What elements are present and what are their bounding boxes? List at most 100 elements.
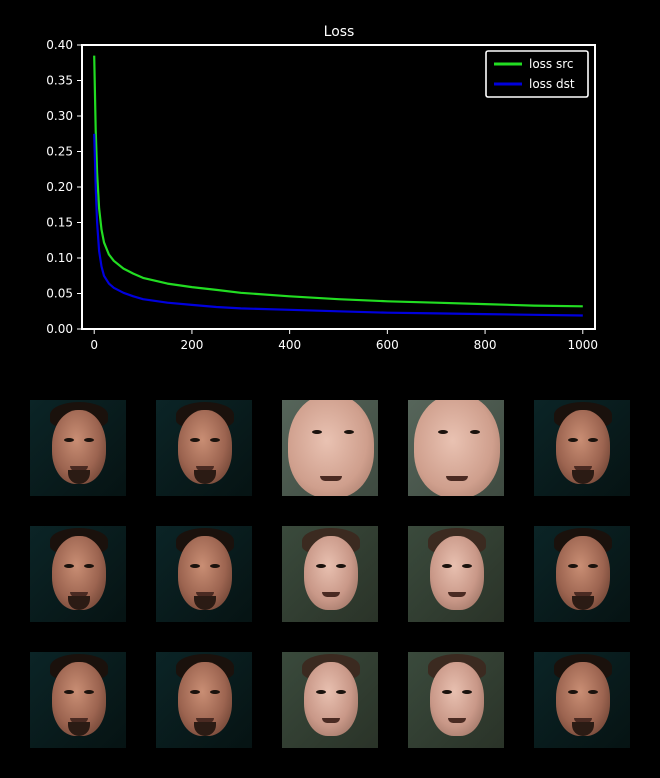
- x-tick-label: 600: [376, 338, 399, 352]
- face-part-head: [304, 536, 358, 610]
- x-tick-label: 1000: [568, 338, 599, 352]
- y-tick-label: 0.00: [46, 322, 73, 336]
- face-part-eye-r: [588, 690, 598, 694]
- preview-face-image: [282, 400, 378, 496]
- face-part-head: [430, 536, 484, 610]
- face-part-beard: [194, 596, 216, 610]
- legend-label-2: loss dst: [529, 77, 575, 91]
- face-part-beard: [194, 470, 216, 484]
- face-part-eye-r: [470, 430, 480, 434]
- y-tick-label: 0.05: [46, 287, 73, 301]
- preview-face-image: [534, 526, 630, 622]
- face-part-eye-l: [64, 438, 74, 442]
- face-part-mouth: [322, 592, 340, 597]
- face-part-eye-l: [64, 690, 74, 694]
- face-part-mouth: [320, 476, 342, 481]
- face-part-mouth: [196, 466, 214, 471]
- preview-face-image: [282, 652, 378, 748]
- preview-face-image: [534, 400, 630, 496]
- preview-face-image: [282, 526, 378, 622]
- preview-face-image: [408, 526, 504, 622]
- preview-face-image: [534, 652, 630, 748]
- y-tick-label: 0.25: [46, 145, 73, 159]
- y-tick-label: 0.20: [46, 180, 73, 194]
- face-part-beard: [572, 722, 594, 736]
- face-part-eye-l: [442, 564, 452, 568]
- face-part-eye-l: [568, 438, 578, 442]
- y-tick-label: 0.35: [46, 74, 73, 88]
- face-part-head: [414, 400, 500, 496]
- face-part-mouth: [574, 718, 592, 723]
- face-part-eye-l: [64, 564, 74, 568]
- y-tick-label: 0.15: [46, 216, 73, 230]
- face-part-mouth: [574, 592, 592, 597]
- face-part-eye-l: [190, 438, 200, 442]
- face-part-mouth: [574, 466, 592, 471]
- preview-face-image: [30, 400, 126, 496]
- face-part-mouth: [448, 592, 466, 597]
- face-part-eye-l: [568, 690, 578, 694]
- chart-title: Loss: [324, 24, 355, 40]
- face-part-head: [430, 662, 484, 736]
- face-part-eye-r: [210, 564, 220, 568]
- face-part-eye-r: [210, 690, 220, 694]
- face-part-eye-r: [588, 564, 598, 568]
- face-part-mouth: [70, 718, 88, 723]
- x-tick-label: 200: [180, 338, 203, 352]
- face-part-beard: [68, 470, 90, 484]
- loss-chart: Loss 0 200 400 600 800 1000 0.00 0.05 0.10 0.15 0.…: [46, 24, 598, 352]
- face-part-eye-l: [312, 430, 322, 434]
- preview-face-image: [156, 526, 252, 622]
- face-part-head: [304, 662, 358, 736]
- face-part-mouth: [196, 718, 214, 723]
- x-tick-label: 400: [278, 338, 301, 352]
- face-part-eye-l: [316, 564, 326, 568]
- y-tick-label: 0.30: [46, 109, 73, 123]
- face-part-eye-r: [344, 430, 354, 434]
- legend: loss src loss dst: [485, 50, 589, 98]
- face-part-eye-l: [316, 690, 326, 694]
- face-part-eye-r: [84, 438, 94, 442]
- face-part-eye-l: [438, 430, 448, 434]
- face-part-beard: [68, 596, 90, 610]
- x-tick-label: 800: [474, 338, 497, 352]
- legend-label-1: loss src: [529, 57, 574, 71]
- x-tick-label: 0: [90, 338, 98, 352]
- plot-area: [93, 55, 583, 317]
- face-part-mouth: [70, 592, 88, 597]
- series-line-2: [93, 133, 583, 317]
- preview-face-image: [408, 400, 504, 496]
- face-part-beard: [68, 722, 90, 736]
- face-part-mouth: [70, 466, 88, 471]
- preview-face-image: [30, 652, 126, 748]
- face-part-beard: [194, 722, 216, 736]
- axes: 0 200 400 600 800 1000 0.00 0.05 0.10 0.15 0.20 0.2…: [46, 38, 598, 352]
- preview-face-image: [30, 526, 126, 622]
- face-part-eye-r: [588, 438, 598, 442]
- face-part-beard: [572, 470, 594, 484]
- face-part-mouth: [446, 476, 468, 481]
- face-part-eye-r: [462, 690, 472, 694]
- face-part-head: [288, 400, 374, 496]
- preview-face-image: [156, 652, 252, 748]
- y-tick-label: 0.40: [46, 38, 73, 52]
- face-part-eye-r: [84, 564, 94, 568]
- face-part-eye-r: [84, 690, 94, 694]
- series-line-1: [93, 55, 583, 308]
- face-part-beard: [572, 596, 594, 610]
- face-part-mouth: [322, 718, 340, 723]
- face-part-eye-r: [336, 564, 346, 568]
- face-part-eye-l: [190, 690, 200, 694]
- face-part-eye-r: [336, 690, 346, 694]
- face-part-eye-r: [462, 564, 472, 568]
- face-part-eye-l: [190, 564, 200, 568]
- face-part-eye-l: [442, 690, 452, 694]
- preview-face-image: [408, 652, 504, 748]
- preview-face-image: [156, 400, 252, 496]
- y-tick-label: 0.10: [46, 251, 73, 265]
- face-part-eye-l: [568, 564, 578, 568]
- face-part-mouth: [448, 718, 466, 723]
- face-part-eye-r: [210, 438, 220, 442]
- face-part-mouth: [196, 592, 214, 597]
